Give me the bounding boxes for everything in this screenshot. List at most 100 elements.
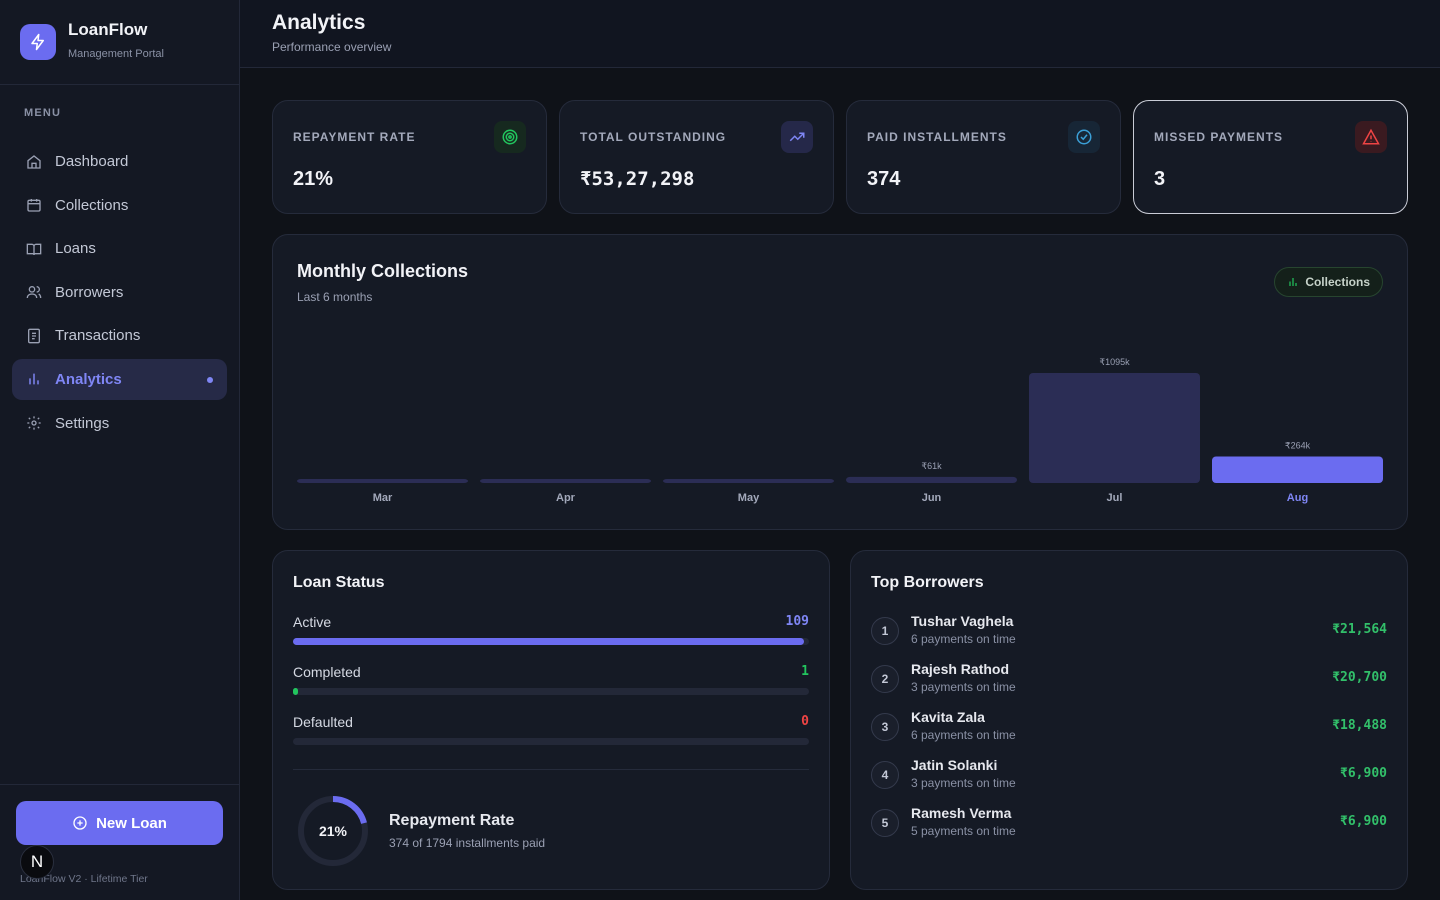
sidebar-item-transactions[interactable]: Transactions	[12, 315, 227, 356]
plus-circle-icon	[73, 816, 87, 830]
repayment-rate-subtitle: 374 of 1794 installments paid	[389, 836, 546, 850]
progress-fill	[293, 638, 804, 645]
rank-badge: 1	[871, 617, 899, 645]
stat-card-repayment-rate: REPAYMENT RATE 21%	[272, 100, 547, 214]
stat-card-total-outstanding: TOTAL OUTSTANDING ₹53,27,298	[559, 100, 834, 214]
progress-track	[293, 688, 809, 695]
sidebar-item-dashboard[interactable]: Dashboard	[12, 141, 227, 182]
sidebar-item-label: Loans	[55, 240, 96, 258]
list-item[interactable]: 3 Kavita Zala 6 payments on time ₹18,488	[871, 709, 1387, 749]
page-subtitle: Performance overview	[272, 40, 392, 54]
bar-jun[interactable]	[846, 476, 1017, 483]
stat-label: TOTAL OUTSTANDING	[580, 130, 727, 144]
divider	[293, 769, 809, 770]
list-item[interactable]: 1 Tushar Vaghela 6 payments on time ₹21,…	[871, 613, 1387, 653]
status-label: Active	[293, 614, 332, 630]
stat-card-missed-payments: MISSED PAYMENTS 3	[1133, 100, 1408, 214]
bar-chart-icon	[26, 371, 42, 387]
brand-name: LoanFlow	[68, 20, 148, 39]
borrower-amount: ₹18,488	[1332, 718, 1387, 733]
section-title: Loan Status	[293, 574, 385, 591]
rank-badge: 4	[871, 761, 899, 789]
stat-value: 374	[867, 168, 901, 190]
page-header: Analytics Performance overview	[240, 0, 1440, 68]
list-item[interactable]: 5 Ramesh Verma 5 payments on time ₹6,900	[871, 805, 1387, 845]
list-item[interactable]: 2 Rajesh Rathod 3 payments on time ₹20,7…	[871, 661, 1387, 701]
borrower-name: Ramesh Verma	[911, 805, 1012, 821]
bar-value-label: ₹1095k	[1099, 357, 1130, 367]
bar-value-label: ₹61k	[921, 461, 942, 471]
sidebar-nav: Dashboard Collections Loans Borrowers Tr…	[12, 141, 227, 446]
borrower-amount: ₹21,564	[1332, 622, 1387, 637]
status-row-active: Active 109	[293, 614, 809, 646]
progress-fill	[293, 688, 298, 695]
borrower-subtitle: 3 payments on time	[911, 776, 1016, 790]
bar-jul[interactable]	[1029, 373, 1200, 483]
stat-label: REPAYMENT RATE	[293, 130, 416, 144]
book-icon	[26, 241, 42, 257]
x-tick-label: Aug	[1287, 492, 1308, 504]
sidebar-item-analytics[interactable]: Analytics	[12, 358, 227, 400]
x-tick-label: Mar	[373, 492, 393, 504]
status-row-defaulted: Defaulted 0	[293, 714, 809, 746]
sidebar-item-settings[interactable]: Settings	[12, 403, 227, 444]
status-label: Defaulted	[293, 714, 353, 730]
x-tick-label: May	[738, 492, 760, 504]
chart-title: Monthly Collections	[297, 261, 468, 281]
borrower-name: Tushar Vaghela	[911, 613, 1014, 629]
sidebar-item-label: Settings	[55, 414, 110, 432]
bar-apr[interactable]	[480, 479, 651, 483]
sidebar-item-loans[interactable]: Loans	[12, 228, 227, 269]
repayment-ring-percent: 21%	[318, 823, 348, 839]
list-item[interactable]: 4 Jatin Solanki 3 payments on time ₹6,90…	[871, 757, 1387, 797]
bar-aug[interactable]	[1212, 456, 1383, 483]
bar-mar[interactable]	[297, 479, 468, 483]
sidebar-item-label: Collections	[55, 196, 129, 214]
menu-title: MENU	[24, 107, 62, 119]
brand-subtitle: Management Portal	[68, 48, 164, 60]
bar-value-label: ₹264k	[1285, 440, 1311, 450]
collections-badge-label: Collections	[1305, 275, 1370, 289]
sidebar-item-borrowers[interactable]: Borrowers	[12, 272, 227, 313]
loan-status-card: Loan Status Active 109 Completed 1 Defau…	[272, 550, 830, 890]
avatar[interactable]: N	[20, 845, 54, 879]
sidebar-item-collections[interactable]: Collections	[12, 185, 227, 226]
borrower-subtitle: 6 payments on time	[911, 632, 1016, 646]
bar-may[interactable]	[663, 479, 834, 483]
stat-label: MISSED PAYMENTS	[1154, 130, 1284, 144]
active-indicator	[207, 376, 213, 383]
borrower-amount: ₹6,900	[1340, 766, 1387, 781]
repayment-ring	[298, 796, 368, 866]
new-loan-label: New Loan	[96, 814, 167, 832]
gear-icon	[26, 415, 42, 431]
receipt-icon	[26, 328, 42, 344]
borrower-subtitle: 5 payments on time	[911, 824, 1016, 838]
home-icon	[26, 154, 42, 170]
monthly-collections-card: Monthly Collections Last 6 months Collec…	[272, 234, 1408, 530]
users-icon	[26, 284, 42, 300]
sidebar-item-label: Analytics	[55, 370, 122, 388]
stat-value: 21%	[293, 168, 334, 190]
repayment-rate-title: Repayment Rate	[389, 812, 515, 829]
collections-filter-button[interactable]: Collections	[1274, 267, 1383, 297]
page-title: Analytics	[272, 11, 366, 34]
borrower-amount: ₹6,900	[1340, 814, 1387, 829]
trending-up-icon	[781, 121, 813, 153]
lightning-icon[interactable]	[20, 24, 56, 60]
status-count: 0	[801, 714, 809, 729]
borrower-name: Kavita Zala	[911, 709, 985, 725]
borrower-name: Jatin Solanki	[911, 757, 998, 773]
sidebar: LoanFlow Management Portal MENU Dashboar…	[0, 0, 240, 900]
status-count: 1	[801, 664, 809, 679]
stat-value: ₹53,27,298	[580, 168, 695, 190]
chart-subtitle: Last 6 months	[297, 290, 373, 304]
brand: LoanFlow Management Portal	[0, 0, 239, 85]
status-row-completed: Completed 1	[293, 664, 809, 696]
target-icon	[494, 121, 526, 153]
collections-bar-chart: Mar Apr May ₹61k Jun ₹1095k Jul ₹264k Aug	[297, 357, 1383, 504]
stat-label: PAID INSTALLMENTS	[867, 130, 1007, 144]
new-loan-button[interactable]: New Loan	[16, 801, 223, 845]
check-circle-icon	[1068, 121, 1100, 153]
alert-triangle-icon	[1355, 121, 1387, 153]
calendar-icon	[26, 197, 42, 213]
